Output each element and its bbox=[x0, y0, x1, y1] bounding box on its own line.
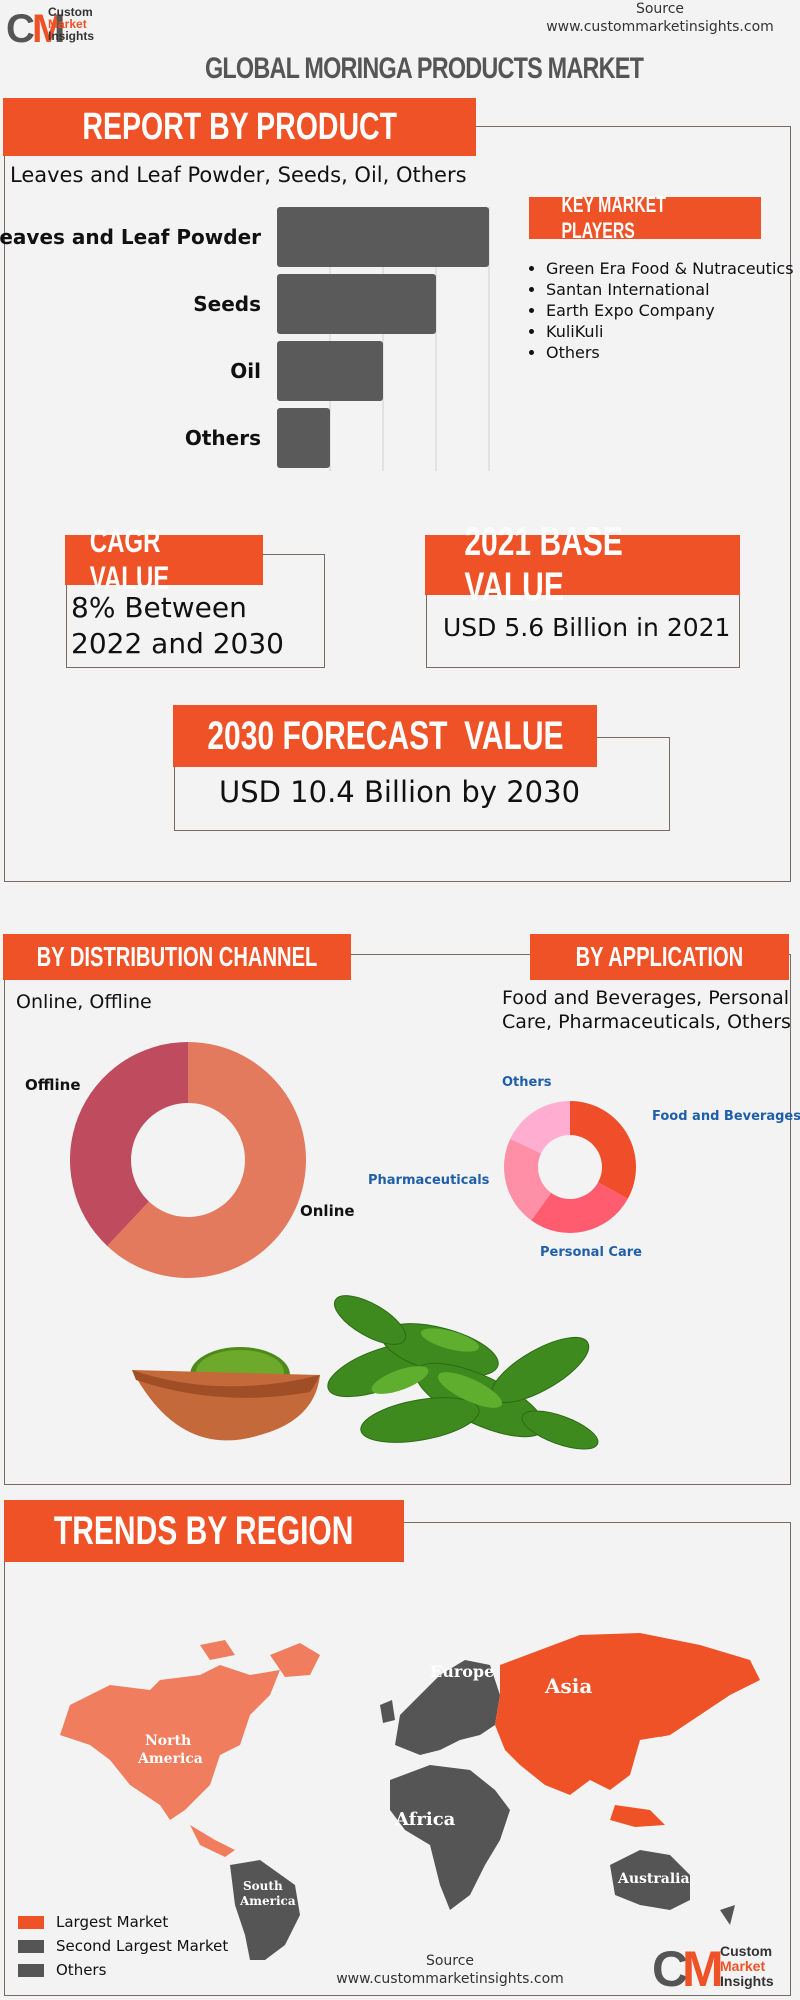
logo-mark-icon: C M I bbox=[6, 7, 65, 51]
footer-logo: C M Custom Market Insights bbox=[652, 1938, 792, 1997]
footer-source-label: Source bbox=[425, 1953, 475, 1969]
legend-swatch bbox=[18, 1939, 44, 1953]
south-america-label: South bbox=[243, 1879, 283, 1893]
slice-label: Personal Care bbox=[540, 1245, 642, 1260]
cagr-banner-label: CAGR VALUE bbox=[89, 523, 170, 596]
forecast-banner-label: 2030 FORECAST VALUE bbox=[206, 713, 564, 758]
channel-panel bbox=[4, 954, 791, 1485]
category-label: Leaves and Leaf Powder bbox=[0, 225, 261, 249]
product-banner-label: REPORT BY PRODUCT bbox=[82, 105, 397, 148]
distribution-donut-chart: Online Offline bbox=[25, 1042, 355, 1278]
logo-text-line: Market bbox=[48, 17, 87, 31]
bar bbox=[277, 408, 330, 468]
logo-text-line: Custom bbox=[720, 1943, 773, 1959]
svg-text:I: I bbox=[54, 7, 65, 50]
key-player-item: Santan International bbox=[546, 279, 798, 300]
logo-text-line: Market bbox=[720, 1958, 766, 1974]
logo-text-line: Insights bbox=[720, 1973, 774, 1989]
forecast-value: USD 10.4 Billion by 2030 bbox=[219, 775, 581, 809]
donut-slice bbox=[504, 1138, 552, 1221]
europe-label: Europe bbox=[430, 1662, 494, 1681]
bar bbox=[277, 207, 489, 267]
category-label: Oil bbox=[230, 359, 261, 383]
key-player-item: Others bbox=[546, 342, 798, 363]
australia-region[interactable] bbox=[610, 1850, 690, 1910]
slice-label: Online bbox=[300, 1202, 355, 1220]
base-value: USD 5.6 Billion in 2021 bbox=[443, 613, 731, 642]
key-players-list: Green Era Food & Nutraceutics Santan Int… bbox=[528, 258, 798, 363]
donut-slice bbox=[570, 1101, 636, 1199]
key-players-banner: KEY MARKET PLAYERS bbox=[529, 192, 761, 243]
application-donut-chart: Food and Beverages Personal Care Pharmaceu… bbox=[368, 1075, 800, 1260]
key-player-item: Green Era Food & Nutraceutics bbox=[546, 258, 798, 279]
application-subtitle: Food and Beverages, Personal Care, Pharm… bbox=[502, 987, 791, 1033]
north-america-label: North bbox=[145, 1733, 191, 1749]
legend-label: Others bbox=[56, 1961, 107, 1979]
svg-text:C: C bbox=[6, 7, 35, 50]
footer-source-url[interactable]: www.custommarketinsights.com bbox=[336, 1971, 564, 1987]
forecast-banner: 2030 FORECAST VALUE bbox=[173, 705, 597, 767]
region-banner: TRENDS BY REGION bbox=[4, 1500, 404, 1562]
distribution-subtitle: Online, Offline bbox=[16, 991, 152, 1013]
asia-region[interactable] bbox=[495, 1633, 760, 1795]
base-banner: 2021 BASE VALUE bbox=[425, 520, 740, 609]
svg-text:M: M bbox=[32, 7, 65, 50]
donut-slice bbox=[510, 1101, 570, 1154]
legend-swatch bbox=[18, 1963, 44, 1977]
logo-mark-icon: C M bbox=[652, 1941, 724, 1997]
svg-text:C: C bbox=[652, 1941, 688, 1994]
world-map: North America South America Europe Afric… bbox=[60, 1633, 760, 1960]
svg-text:M: M bbox=[682, 1941, 722, 1994]
legend-label: Second Largest Market bbox=[56, 1937, 229, 1955]
bar bbox=[277, 341, 383, 401]
base-banner-label: 2021 BASE VALUE bbox=[464, 520, 623, 609]
category-label: Seeds bbox=[193, 292, 261, 316]
cagr-banner: CAGR VALUE bbox=[65, 523, 263, 596]
moringa-leaves-illustration bbox=[132, 1295, 599, 1450]
australia-label: Australia bbox=[617, 1871, 690, 1887]
logo-text-line: Insights bbox=[48, 29, 95, 43]
bar bbox=[277, 274, 436, 334]
africa-region[interactable] bbox=[390, 1765, 510, 1910]
donut-slice bbox=[531, 1182, 628, 1233]
key-player-item: KuliKuli bbox=[546, 321, 798, 342]
slice-label: Pharmaceuticals bbox=[368, 1173, 490, 1188]
region-legend: Largest Market Second Largest Market Oth… bbox=[18, 1910, 228, 1982]
product-subtitle: Leaves and Leaf Powder, Seeds, Oil, Othe… bbox=[10, 163, 467, 187]
europe-region[interactable] bbox=[395, 1660, 500, 1755]
product-bar-chart: Leaves and Leaf Powder Seeds Oil Others bbox=[0, 207, 490, 471]
south-america-region[interactable] bbox=[230, 1860, 300, 1960]
key-player-item: Earth Expo Company bbox=[546, 300, 798, 321]
asia-label: Asia bbox=[544, 1674, 592, 1698]
north-america-region[interactable] bbox=[60, 1665, 280, 1820]
legend-item: Second Largest Market bbox=[18, 1934, 228, 1958]
distribution-banner-label: BY DISTRIBUTION CHANNEL bbox=[36, 941, 318, 972]
africa-label: Africa bbox=[394, 1809, 456, 1830]
cagr-value: 8% Between 2022 and 2030 bbox=[71, 591, 284, 660]
region-banner-label: TRENDS BY REGION bbox=[54, 1508, 354, 1553]
source-url[interactable]: www.custommarketinsights.com bbox=[546, 19, 774, 35]
product-banner: REPORT BY PRODUCT bbox=[3, 98, 476, 156]
legend-swatch bbox=[18, 1915, 44, 1929]
source-label: Source bbox=[635, 1, 685, 17]
donut-slice bbox=[70, 1042, 188, 1247]
logo-text-line: Custom bbox=[48, 5, 93, 19]
south-america-label: America bbox=[239, 1894, 296, 1908]
donut-slice bbox=[107, 1042, 306, 1278]
distribution-banner: BY DISTRIBUTION CHANNEL bbox=[3, 934, 351, 980]
slice-label: Offline bbox=[25, 1076, 81, 1094]
application-banner-label: BY APPLICATION bbox=[575, 941, 744, 972]
category-label: Others bbox=[185, 426, 261, 450]
key-players-banner-label: KEY MARKET PLAYERS bbox=[561, 192, 666, 243]
slice-label: Food and Beverages bbox=[652, 1109, 800, 1124]
legend-item: Largest Market bbox=[18, 1910, 228, 1934]
slice-label: Others bbox=[502, 1075, 552, 1090]
header-logo: C M I Custom Market Insights bbox=[4, 2, 124, 51]
application-banner: BY APPLICATION bbox=[530, 934, 789, 980]
legend-item: Others bbox=[18, 1958, 228, 1982]
north-america-label: America bbox=[137, 1751, 203, 1767]
page-title: GLOBAL MORINGA PRODUCTS MARKET bbox=[205, 52, 644, 85]
legend-label: Largest Market bbox=[56, 1913, 169, 1931]
